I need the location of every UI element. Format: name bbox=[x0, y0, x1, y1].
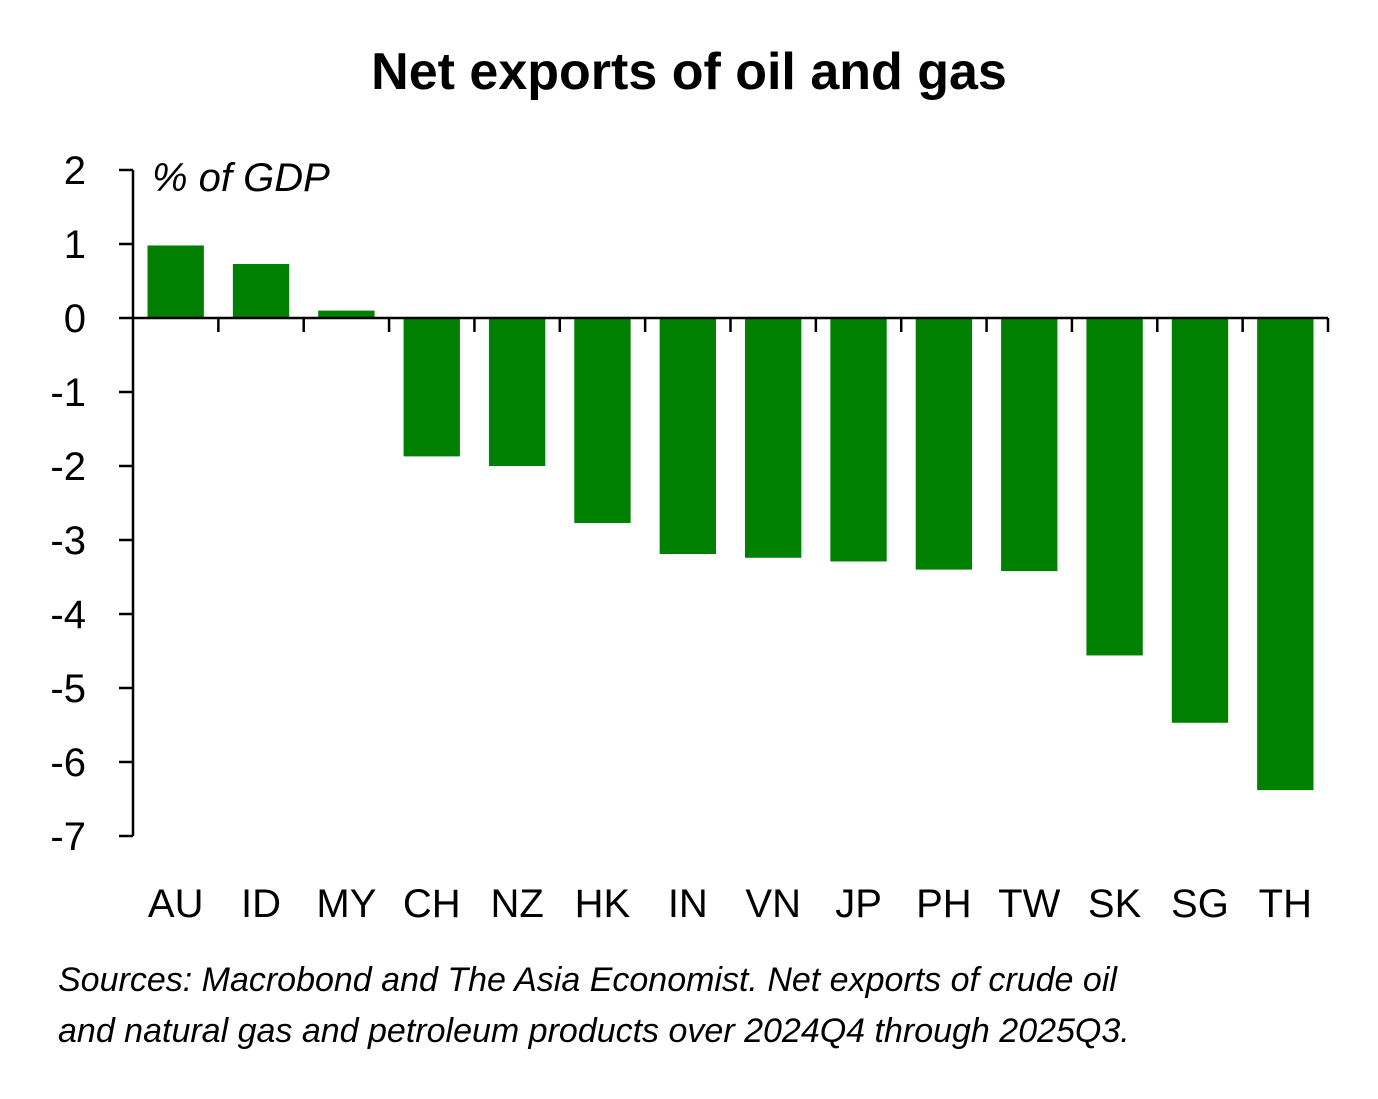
bar-ch bbox=[403, 318, 460, 457]
x-tick-label-ph: PH bbox=[916, 882, 972, 926]
chart-title: Net exports of oil and gas bbox=[371, 43, 1007, 101]
bar-tw bbox=[1001, 318, 1058, 572]
axes-layer bbox=[131, 170, 1328, 836]
y-tick-label: -7 bbox=[50, 815, 86, 859]
y-axis-unit-label: % of GDP bbox=[152, 156, 330, 200]
y-tick-label: 1 bbox=[64, 223, 86, 267]
x-tick-label-nz: NZ bbox=[490, 882, 543, 926]
bar-jp bbox=[830, 318, 887, 562]
bar-th bbox=[1257, 318, 1314, 791]
y-tick-label: -2 bbox=[50, 445, 86, 489]
labels-layer: 2 1 0 -1 -2 -3 -4 -5 -6 -7 AU ID MY CH NZ HK IN VN JP PH TW S… bbox=[50, 149, 1312, 926]
bar-nz bbox=[488, 318, 546, 466]
bar-au bbox=[147, 245, 204, 318]
x-tick-label-tw: TW bbox=[998, 882, 1060, 926]
y-tick-label: -3 bbox=[50, 519, 86, 563]
x-tick-label-id: ID bbox=[241, 882, 281, 926]
bar-vn bbox=[745, 318, 802, 558]
bar-in bbox=[659, 318, 716, 555]
x-tick-label-my: MY bbox=[316, 882, 376, 926]
x-tick-label-sg: SG bbox=[1171, 882, 1229, 926]
source-note: Sources: Macrobond and The Asia Economis… bbox=[58, 955, 1358, 1057]
bar-sg bbox=[1171, 318, 1229, 723]
y-tick-label: -5 bbox=[50, 667, 86, 711]
bar-hk bbox=[574, 318, 631, 523]
bar-ph bbox=[915, 318, 973, 570]
y-tick-label: 2 bbox=[64, 149, 86, 193]
y-tick-label: -4 bbox=[50, 593, 86, 637]
source-note-line-1: Sources: Macrobond and The Asia Economis… bbox=[58, 961, 1117, 999]
x-tick-label-in: IN bbox=[668, 882, 708, 926]
x-tick-label-th: TH bbox=[1259, 882, 1312, 926]
x-tick-label-vn: VN bbox=[745, 882, 801, 926]
source-note-line-2: and natural gas and petroleum products o… bbox=[58, 1012, 1130, 1050]
bar-id bbox=[232, 263, 290, 318]
y-tick-label: -1 bbox=[50, 371, 86, 415]
x-tick-label-hk: HK bbox=[575, 882, 631, 926]
x-tick-label-sk: SK bbox=[1088, 882, 1142, 926]
bars-layer bbox=[147, 245, 1314, 791]
y-tick-label: -6 bbox=[50, 741, 86, 785]
y-tick-label: 0 bbox=[64, 297, 86, 341]
x-tick-label-au: AU bbox=[148, 882, 204, 926]
x-tick-label-ch: CH bbox=[403, 882, 461, 926]
bar-my bbox=[318, 310, 375, 318]
bar-sk bbox=[1086, 318, 1143, 656]
x-tick-label-jp: JP bbox=[835, 882, 882, 926]
ticks-layer bbox=[119, 168, 1330, 838]
